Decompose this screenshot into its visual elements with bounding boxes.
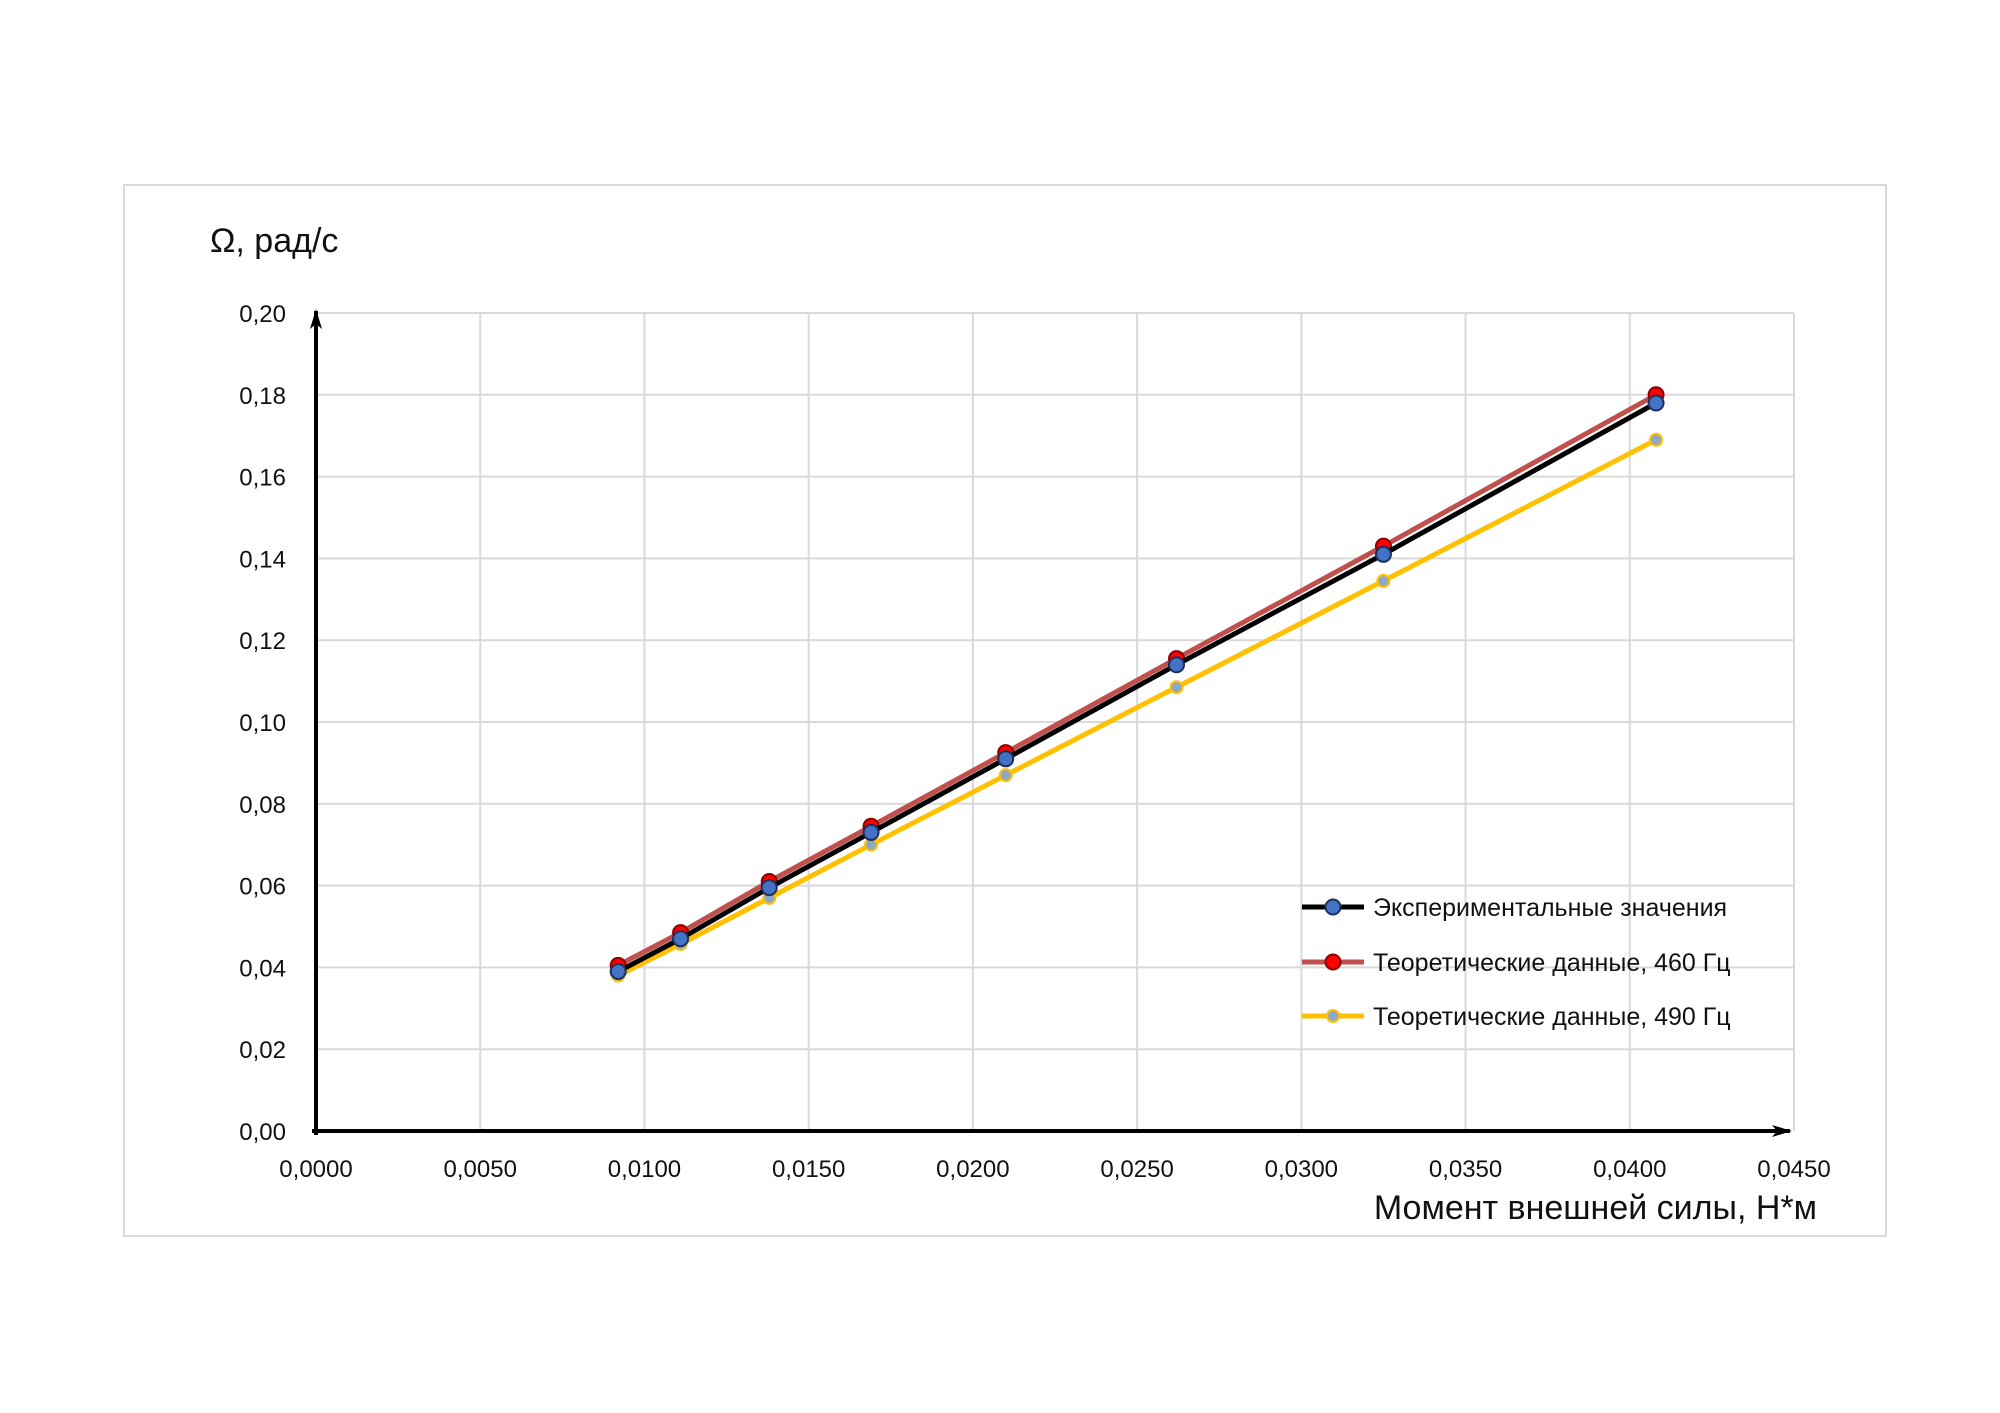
data-point bbox=[1169, 680, 1184, 695]
y-tick-label: 0,06 bbox=[239, 874, 286, 901]
legend-label: Экспериментальные значения bbox=[1373, 894, 1727, 922]
data-point bbox=[862, 823, 880, 841]
y-tick-label: 0,04 bbox=[239, 955, 286, 982]
series bbox=[609, 386, 1665, 983]
legend-label: Теоретические данные, 490 Гц bbox=[1373, 1003, 1731, 1031]
legend-label: Теоретические данные, 460 Гц bbox=[1373, 949, 1731, 977]
series-line bbox=[617, 437, 1658, 978]
y-tick-label: 0,16 bbox=[239, 465, 286, 492]
y-tick-label: 0,12 bbox=[239, 628, 286, 655]
axes bbox=[310, 309, 1792, 1137]
y-axis-title: Ω, рад/с bbox=[210, 222, 338, 260]
data-point bbox=[1168, 656, 1186, 674]
series-line bbox=[617, 392, 1658, 968]
x-axis-title: Момент внешней силы, Н*м bbox=[1374, 1189, 1817, 1227]
x-tick-label: 0,0050 bbox=[444, 1156, 517, 1183]
data-point bbox=[997, 750, 1015, 768]
x-tick-label: 0,0200 bbox=[936, 1156, 1009, 1183]
legend-item: Теоретические данные, 460 Гц bbox=[1302, 949, 1731, 977]
legend: Экспериментальные значения Теоретические … bbox=[1302, 894, 1731, 1031]
legend-item: Теоретические данные, 490 Гц bbox=[1302, 1003, 1731, 1031]
y-tick-label: 0,14 bbox=[239, 546, 286, 573]
legend-swatch-marker bbox=[1324, 953, 1342, 971]
x-tick-label: 0,0400 bbox=[1593, 1156, 1666, 1183]
data-point bbox=[998, 768, 1013, 783]
data-point bbox=[672, 930, 690, 948]
data-point bbox=[1376, 573, 1391, 588]
y-tick-label: 0,08 bbox=[239, 792, 286, 819]
x-tick-label: 0,0150 bbox=[772, 1156, 845, 1183]
data-point bbox=[760, 879, 778, 897]
legend-item: Экспериментальные значения bbox=[1302, 894, 1727, 922]
legend-swatch-marker bbox=[1326, 1009, 1340, 1023]
grid bbox=[316, 312, 1795, 1131]
series-1 bbox=[609, 394, 1665, 980]
legend-swatch-marker bbox=[1324, 898, 1342, 916]
x-tick-label: 0,0250 bbox=[1100, 1156, 1173, 1183]
chart-frame bbox=[123, 184, 1887, 1237]
y-tick-label: 0,18 bbox=[239, 383, 286, 410]
y-tick-label: 0,20 bbox=[239, 301, 286, 328]
y-tick-label: 0,02 bbox=[239, 1037, 286, 1064]
data-point bbox=[1649, 432, 1664, 447]
y-tick-label: 0,10 bbox=[239, 710, 286, 737]
series-line bbox=[617, 400, 1658, 974]
tick-labels: 0,0000 0,0050 0,0100 0,0150 0,0200 0,0250 0,03… bbox=[239, 301, 1830, 1183]
data-point bbox=[1374, 545, 1392, 563]
x-tick-label: 0,0000 bbox=[279, 1156, 352, 1183]
data-point bbox=[609, 962, 627, 980]
x-tick-label: 0,0100 bbox=[608, 1156, 681, 1183]
y-tick-label: 0,00 bbox=[239, 1119, 286, 1146]
x-tick-label: 0,0450 bbox=[1757, 1156, 1830, 1183]
x-tick-label: 0,0300 bbox=[1265, 1156, 1338, 1183]
data-point bbox=[1647, 394, 1665, 412]
x-tick-label: 0,0350 bbox=[1429, 1156, 1502, 1183]
